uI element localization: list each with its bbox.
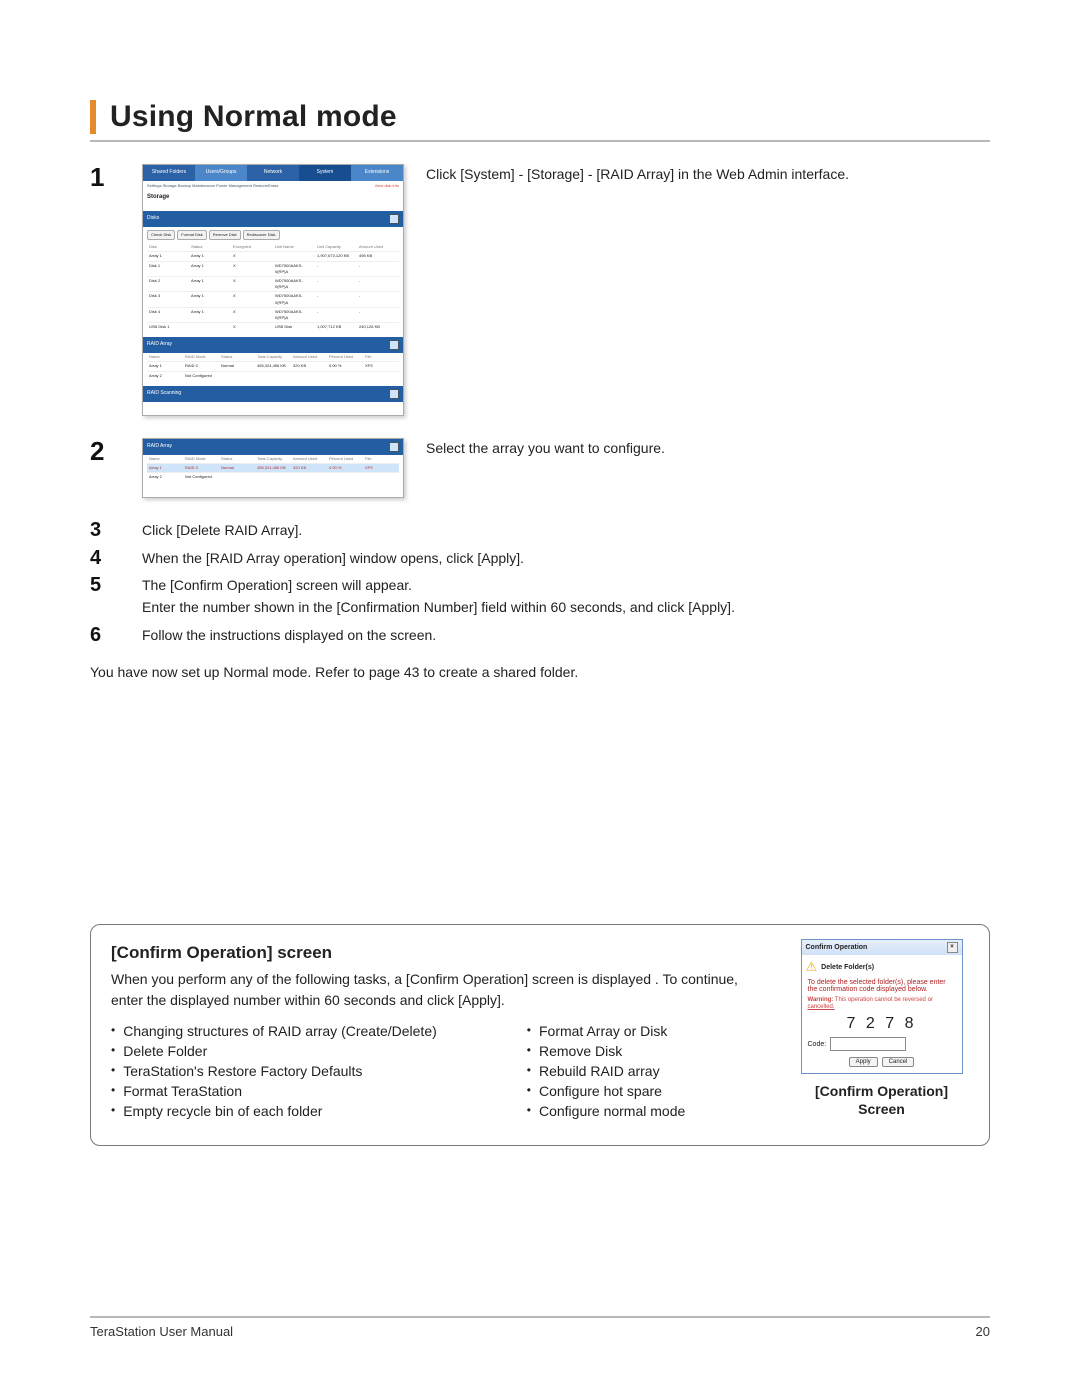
list-item: Format Array or Disk bbox=[527, 1023, 686, 1039]
collapse-icon[interactable] bbox=[389, 340, 399, 350]
close-icon[interactable]: × bbox=[947, 942, 958, 953]
list-item: Changing structures of RAID array (Creat… bbox=[111, 1023, 437, 1039]
footer-title: TeraStation User Manual bbox=[90, 1324, 233, 1339]
heading-accent-bar bbox=[90, 100, 96, 134]
screenshot-storage: Shared Folders Users/Groups Network Syst… bbox=[142, 164, 404, 416]
tab-network[interactable]: Network bbox=[247, 165, 299, 181]
page-number: 20 bbox=[976, 1324, 990, 1339]
step-4: 4 When the [RAID Array operation] window… bbox=[90, 548, 990, 570]
tab-system[interactable]: System bbox=[299, 165, 351, 181]
list-item: Delete Folder bbox=[111, 1043, 437, 1059]
collapse-icon[interactable] bbox=[389, 389, 399, 399]
dialog-title: Confirm Operation bbox=[806, 944, 868, 951]
closing-paragraph: You have now set up Normal mode. Refer t… bbox=[90, 662, 990, 684]
code-label: Code: bbox=[808, 1041, 827, 1048]
step-text: Follow the instructions displayed on the… bbox=[142, 625, 990, 647]
table-row[interactable]: Array 1Array 1X1,907,673,120 KB496 KB bbox=[147, 251, 399, 260]
table-row[interactable]: USB Disk 1XUSB Disk1,007,712 KB240,128 K… bbox=[147, 322, 399, 331]
confirm-operation-callout: [Confirm Operation] screen When you perf… bbox=[90, 924, 990, 1146]
step-3: 3 Click [Delete RAID Array]. bbox=[90, 520, 990, 542]
list-item: Empty recycle bin of each folder bbox=[111, 1103, 437, 1119]
table-row[interactable]: Disk 3Array 1XWD7500AAKS-0(RP)A-- bbox=[147, 291, 399, 306]
apply-button[interactable]: Apply bbox=[849, 1057, 878, 1067]
raid-table: NameRAID ModeStatusTotal CapacityAmount … bbox=[143, 353, 403, 380]
raid-array-bar-label: RAID Array bbox=[147, 443, 172, 451]
dialog-heading: Delete Folder(s) bbox=[821, 964, 874, 971]
step-number: 6 bbox=[90, 625, 120, 647]
table-row[interactable]: Array 1RAID 0Normal455,324,456 KB320 KB0… bbox=[147, 463, 399, 472]
list-item: Remove Disk bbox=[527, 1043, 686, 1059]
subtabs: Settings Storage Backup Maintenance Powe… bbox=[147, 183, 279, 189]
storage-heading: Storage bbox=[143, 191, 403, 211]
table-row[interactable]: Disk 2Array 1XWD7500AAKS-0(RP)A-- bbox=[147, 276, 399, 291]
step-text: Click [System] - [Storage] - [RAID Array… bbox=[426, 164, 849, 186]
remove-disk-button[interactable]: Remove Disk bbox=[209, 230, 241, 240]
warning-icon: ⚠ bbox=[806, 959, 818, 975]
step-text: When the [RAID Array operation] window o… bbox=[142, 548, 990, 570]
list-item: Configure normal mode bbox=[527, 1103, 686, 1119]
step-1: 1 Shared Folders Users/Groups Network Sy… bbox=[90, 164, 990, 416]
list-item: Rebuild RAID array bbox=[527, 1063, 686, 1079]
step-6: 6 Follow the instructions displayed on t… bbox=[90, 625, 990, 647]
rediscover-disk-button[interactable]: Rediscover Disk bbox=[243, 230, 280, 240]
callout-list-right: Format Array or Disk Remove Disk Rebuild… bbox=[527, 1019, 686, 1123]
step-number: 4 bbox=[90, 548, 120, 570]
list-item: Format TeraStation bbox=[111, 1083, 437, 1099]
tab-shared-folders[interactable]: Shared Folders bbox=[143, 165, 195, 181]
table-row[interactable]: Disk 4Array 1XWD7500AAKS-0(RP)A-- bbox=[147, 307, 399, 322]
callout-paragraph: When you perform any of the following ta… bbox=[111, 969, 746, 1011]
disks-table: Disk Status Encrypted Unit Name Unit Cap… bbox=[143, 243, 403, 331]
step-number: 3 bbox=[90, 520, 120, 542]
table-row[interactable]: Array 1RAID 0Normal455,324,456 KB320 KB0… bbox=[147, 361, 399, 370]
list-item: TeraStation's Restore Factory Defaults bbox=[111, 1063, 437, 1079]
step-text-line1: The [Confirm Operation] screen will appe… bbox=[142, 575, 990, 597]
tab-extensions[interactable]: Extensions bbox=[351, 165, 403, 181]
table-row[interactable]: Array 2Not Configured bbox=[147, 371, 399, 380]
check-disk-button[interactable]: Check Disk bbox=[147, 230, 175, 240]
step-text: Click [Delete RAID Array]. bbox=[142, 520, 990, 542]
confirmation-code: 7 2 7 8 bbox=[802, 1013, 962, 1035]
raid-scanning-label: RAID Scanning bbox=[147, 390, 181, 398]
collapse-icon[interactable] bbox=[389, 442, 399, 452]
step-2: 2 RAID Array NameRAID ModeStatusTotal Ca… bbox=[90, 438, 990, 498]
screenshot-confirm-operation: Confirm Operation × ⚠ Delete Folder(s) T… bbox=[801, 939, 963, 1074]
caption-line2: Screen bbox=[815, 1100, 948, 1118]
list-item: Configure hot spare bbox=[527, 1083, 686, 1099]
collapse-icon[interactable] bbox=[389, 214, 399, 224]
format-disk-button[interactable]: Format Disk bbox=[177, 230, 207, 240]
table-row[interactable]: Array 2Not Configured bbox=[147, 472, 399, 481]
step-text-line2: Enter the number shown in the [Confirmat… bbox=[142, 597, 990, 619]
raid-array-bar-label: RAID Array bbox=[147, 341, 172, 349]
step-5: 5 The [Confirm Operation] screen will ap… bbox=[90, 575, 990, 618]
step-number: 1 bbox=[90, 164, 120, 416]
table-row[interactable]: Disk 1Array 1XWD7500AAKS-0(RP)A-- bbox=[147, 261, 399, 276]
disks-bar-label: Disks bbox=[147, 215, 159, 223]
step-number: 5 bbox=[90, 575, 120, 618]
step-number: 2 bbox=[90, 438, 120, 498]
code-input[interactable] bbox=[830, 1037, 906, 1051]
heading-text: Using Normal mode bbox=[110, 100, 397, 134]
tab-users-groups[interactable]: Users/Groups bbox=[195, 165, 247, 181]
caption-line1: [Confirm Operation] bbox=[815, 1082, 948, 1100]
page-heading: Using Normal mode bbox=[90, 100, 990, 142]
callout-list-left: Changing structures of RAID array (Creat… bbox=[111, 1019, 437, 1123]
screenshot-raid-array: RAID Array NameRAID ModeStatusTotal Capa… bbox=[142, 438, 404, 498]
cancel-button[interactable]: Cancel bbox=[882, 1057, 915, 1067]
dialog-message: To delete the selected folder(s), please… bbox=[802, 979, 962, 996]
step-text: Select the array you want to configure. bbox=[426, 438, 665, 460]
view-disk-link[interactable]: View disk info bbox=[375, 183, 399, 189]
page-footer: TeraStation User Manual 20 bbox=[90, 1316, 990, 1339]
